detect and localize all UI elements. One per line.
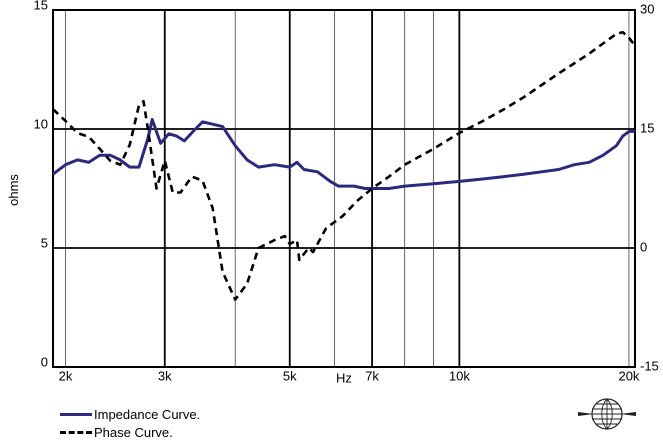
x-tick-label: 10k: [449, 369, 470, 384]
impedance-legend-label: Impedance Curve.: [94, 407, 201, 422]
y2-tick-label: 0: [640, 239, 647, 254]
y2-tick-label: 15: [640, 120, 654, 135]
major-grid: [53, 10, 635, 367]
x-tick-label: 20k: [618, 369, 639, 384]
x-axis-title: Hz: [336, 371, 352, 386]
y-axis-title: ohms: [6, 174, 21, 206]
phase-curve: [52, 30, 637, 301]
y-tick-label: 15: [34, 0, 48, 12]
phase-legend-label: Phase Curve.: [94, 425, 173, 440]
y-tick-label: 0: [41, 354, 48, 369]
phase-swatch: [60, 431, 92, 434]
x-tick-label: 3k: [158, 369, 172, 384]
x-tick-label: 7k: [365, 369, 379, 384]
y2-tick-label: -15: [640, 358, 659, 373]
legend-item-impedance: Impedance Curve.: [60, 407, 200, 422]
x-tick-label: 2k: [59, 369, 73, 384]
impedance-curve: [52, 118, 635, 190]
minor-grid: [65, 10, 630, 367]
brand-globe-logo-icon: [578, 398, 636, 430]
legend-item-phase: Phase Curve.: [60, 425, 173, 440]
y-tick-label: 10: [34, 116, 48, 131]
x-tick-label: 5k: [283, 369, 297, 384]
series-layer: [52, 30, 637, 301]
y2-tick-label: 30: [640, 1, 654, 16]
tick-labels: 2k 3k 5k 7k 10k 20k 0 5 10 15 -15 0 15 30: [34, 0, 659, 384]
impedance-swatch: [60, 413, 92, 416]
y-tick-label: 5: [41, 235, 48, 250]
plot-frame: [52, 9, 636, 368]
